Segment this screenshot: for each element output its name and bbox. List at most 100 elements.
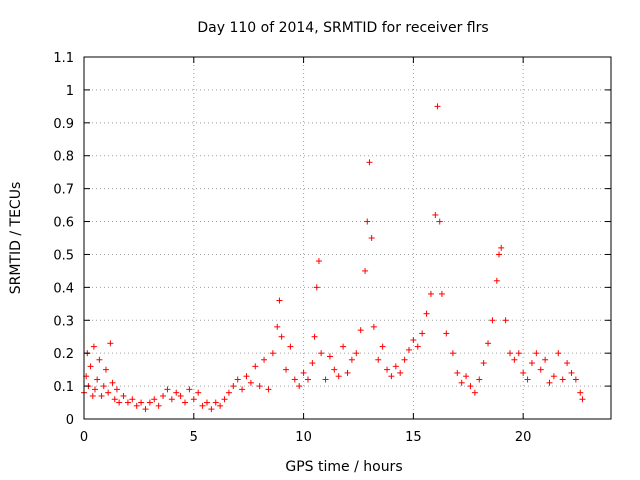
data-point (265, 386, 272, 393)
data-point (287, 343, 294, 350)
data-point (405, 346, 412, 353)
y-tick-label: 0.4 (53, 281, 74, 296)
data-point (105, 389, 112, 396)
data-point (276, 297, 283, 304)
data-point (357, 327, 364, 334)
data-point (476, 376, 483, 383)
data-point (515, 350, 522, 357)
data-point (173, 389, 180, 396)
data-point (511, 356, 518, 363)
data-point (379, 343, 386, 350)
x-tick-label: 10 (295, 430, 312, 445)
data-point (436, 218, 443, 225)
x-axis-label: GPS time / hours (285, 459, 402, 475)
data-point (304, 376, 311, 383)
data-point (243, 373, 250, 380)
data-point (160, 392, 167, 399)
data-point (410, 337, 417, 344)
data-point (190, 396, 197, 403)
data-point (230, 383, 237, 390)
x-tick-label: 5 (190, 430, 198, 445)
data-point (199, 402, 206, 409)
data-point (485, 340, 492, 347)
data-point (102, 366, 109, 373)
data-point (296, 383, 303, 390)
data-point (392, 363, 399, 370)
data-point (331, 366, 338, 373)
data-point (546, 379, 553, 386)
data-point (151, 396, 158, 403)
data-point (397, 369, 404, 376)
data-point (155, 402, 162, 409)
data-point (133, 402, 140, 409)
data-point (443, 330, 450, 337)
data-point (366, 159, 373, 166)
data-point (564, 360, 571, 367)
data-point (550, 373, 557, 380)
data-point (90, 343, 97, 350)
data-point (313, 284, 320, 291)
data-point (203, 399, 210, 406)
data-point (124, 399, 131, 406)
data-point (506, 350, 513, 357)
data-point (348, 356, 355, 363)
data-point (225, 389, 232, 396)
data-point (252, 363, 259, 370)
data-point (471, 389, 478, 396)
data-point (217, 402, 224, 409)
y-tick-label: 0.5 (53, 248, 74, 263)
plot-frame (83, 56, 612, 420)
data-point (375, 356, 382, 363)
data-point (326, 353, 333, 360)
x-tick-label: 0 (80, 430, 88, 445)
data-point (239, 386, 246, 393)
data-point (221, 396, 228, 403)
data-point (414, 343, 421, 350)
data-point (91, 386, 98, 393)
data-point (577, 389, 584, 396)
data-point (496, 251, 503, 258)
data-point (401, 356, 408, 363)
data-point (434, 103, 441, 110)
data-point (438, 290, 445, 297)
data-point (274, 323, 281, 330)
data-point (247, 379, 254, 386)
data-point (113, 386, 120, 393)
data-point (283, 366, 290, 373)
chart-title: Day 110 of 2014, SRMTID for receiver flr… (197, 20, 488, 36)
data-point (89, 392, 96, 399)
y-tick-label: 0.3 (53, 314, 74, 329)
y-tick-label: 0.7 (53, 183, 74, 198)
data-point (555, 350, 562, 357)
y-axis-ticks: 0 0.1 0.2 0.3 0.4 0.5 0.6 0.7 0.8 0.9 1 1.1 (53, 51, 611, 428)
data-point (300, 369, 307, 376)
data-point (353, 350, 360, 357)
data-point (572, 376, 579, 383)
data-point (120, 392, 127, 399)
data-point (107, 340, 114, 347)
data-point (458, 379, 465, 386)
data-point (168, 396, 175, 403)
data-point (177, 392, 184, 399)
data-point (96, 356, 103, 363)
y-tick-label: 0.8 (53, 150, 74, 165)
data-point (100, 383, 107, 390)
data-point (164, 386, 171, 393)
y-tick-label: 0.2 (53, 347, 74, 362)
data-point (234, 376, 241, 383)
y-axis-label: SRMTID / TECUs (8, 182, 24, 295)
data-point (520, 369, 527, 376)
data-point (322, 376, 329, 383)
data-point (489, 317, 496, 324)
data-point (109, 379, 116, 386)
data-points (81, 103, 586, 413)
data-point (269, 350, 276, 357)
data-point (432, 211, 439, 218)
data-point (463, 373, 470, 380)
data-point (559, 376, 566, 383)
y-tick-label: 1 (66, 84, 74, 99)
data-point (291, 376, 298, 383)
data-point (480, 360, 487, 367)
y-tick-label: 0.1 (53, 380, 74, 395)
data-point (502, 317, 509, 324)
